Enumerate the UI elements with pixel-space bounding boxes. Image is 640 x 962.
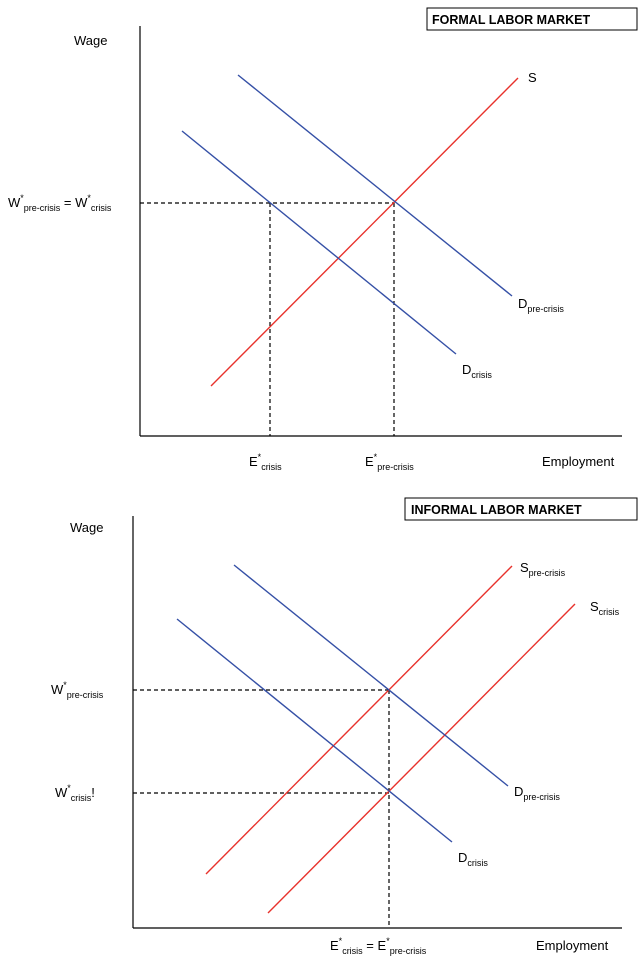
informal-demand-pre-crisis-curve <box>233 564 509 787</box>
formal-y-axis-label: Wage <box>74 33 107 48</box>
informal-supply-crisis-label: Scrisis <box>590 599 620 617</box>
informal-title-box <box>404 497 638 521</box>
formal-demand-pre-crisis-curve <box>237 74 513 297</box>
informal-wage-crisis-label: W*crisis! <box>55 783 95 803</box>
formal-demand-crisis-curve <box>181 130 457 355</box>
informal-wage-pre-label: W*pre-crisis <box>51 680 104 700</box>
formal-demand-crisis-label: Dcrisis <box>462 362 492 380</box>
formal-title: FORMAL LABOR MARKET <box>432 13 590 27</box>
formal-market-panel: FORMAL LABOR MARKET Wage Employment S Dp… <box>8 7 638 472</box>
formal-supply-label: S <box>528 70 537 85</box>
formal-demand-pre-crisis-label: Dpre-crisis <box>518 296 564 314</box>
informal-x-axis-label: Employment <box>536 938 609 953</box>
formal-supply-curve <box>210 77 519 387</box>
informal-title: INFORMAL LABOR MARKET <box>411 503 582 517</box>
informal-market-panel: INFORMAL LABOR MARKET Wage Employment Sp… <box>51 497 638 956</box>
formal-e-crisis-label: E*crisis <box>249 452 282 472</box>
formal-wage-label: W*pre-crisis = W*crisis <box>8 193 112 213</box>
informal-supply-crisis-curve <box>267 603 576 914</box>
informal-demand-pre-crisis-label: Dpre-crisis <box>514 784 560 802</box>
formal-title-box <box>426 7 638 31</box>
informal-employment-label: E*crisis = E*pre-crisis <box>330 936 427 956</box>
formal-e-pre-label: E*pre-crisis <box>365 452 414 472</box>
formal-x-axis-label: Employment <box>542 454 615 469</box>
informal-y-axis-label: Wage <box>70 520 103 535</box>
informal-demand-crisis-curve <box>176 618 453 843</box>
informal-supply-pre-crisis-curve <box>205 565 513 875</box>
informal-supply-pre-crisis-label: Spre-crisis <box>520 560 566 578</box>
informal-demand-crisis-label: Dcrisis <box>458 850 488 868</box>
